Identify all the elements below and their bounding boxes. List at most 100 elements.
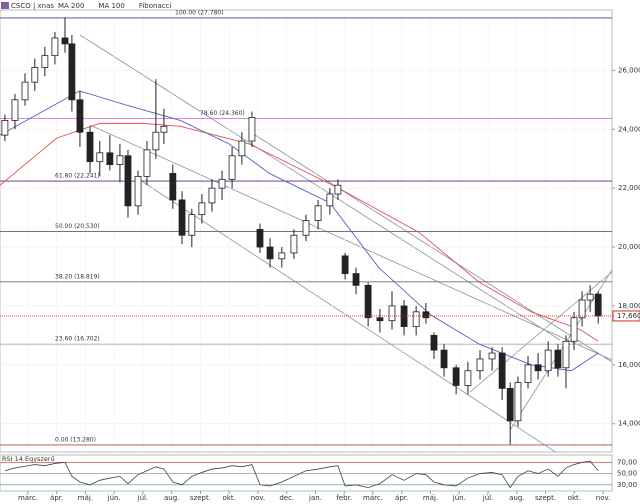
candle-body — [41, 55, 49, 68]
y-tick-label: 20,000 — [618, 243, 640, 251]
y-tick-label: 22,000 — [618, 184, 640, 192]
candle-body — [290, 234, 298, 254]
candle-body — [218, 178, 226, 189]
candle-body — [544, 349, 552, 372]
candle-body — [248, 117, 256, 142]
candle-body — [388, 305, 396, 322]
candle-body — [266, 246, 274, 260]
rsi-tick-label: 50,00 — [617, 470, 637, 478]
last-price-box — [612, 310, 640, 322]
candle-body — [198, 202, 206, 216]
ma-line — [0, 90, 599, 372]
candle-body — [594, 293, 602, 317]
candle-body — [160, 125, 168, 133]
candle-body — [534, 364, 542, 372]
last-price-label: 17,660 — [617, 312, 640, 320]
fib-label: 23.60 (16.702) — [55, 336, 100, 343]
candle-body — [514, 382, 522, 422]
x-tick-label: máj. — [78, 494, 93, 502]
candle-body — [152, 131, 160, 151]
candle-body — [51, 37, 59, 57]
candle-body — [578, 299, 586, 319]
candle-body — [586, 293, 594, 301]
rsi-line — [4, 460, 599, 489]
candle-body — [554, 349, 562, 369]
x-tick-label: júl. — [137, 494, 149, 502]
legend-item[interactable]: MA 100 — [98, 2, 124, 10]
candle-body — [422, 311, 430, 319]
rsi-layer — [0, 460, 612, 489]
fib-label: 100.00 (27.780) — [175, 9, 224, 16]
x-tick-label: dec. — [279, 494, 294, 502]
candle-body — [476, 358, 484, 372]
x-tick-label: febr. — [336, 494, 352, 502]
rsi-tick-label: 30,00 — [617, 481, 637, 489]
candle-body — [31, 67, 39, 83]
x-tick-label: okt. — [568, 494, 581, 502]
candle-body — [488, 352, 496, 360]
x-tick-label: márc. — [363, 494, 383, 502]
price-panel — [0, 9, 613, 453]
trend-line — [254, 134, 612, 363]
candle-body — [238, 140, 246, 157]
candle-body — [208, 187, 216, 204]
trend-line — [139, 179, 557, 452]
x-tick-label: ápr. — [395, 494, 408, 502]
candle-body — [278, 252, 286, 260]
x-tick-label: nov. — [251, 494, 266, 502]
candle-body — [364, 284, 372, 319]
candle-body — [134, 175, 142, 207]
symbol-label[interactable]: CSCO | xnas — [11, 2, 54, 10]
ma-line — [0, 122, 599, 342]
x-tick-label: máj. — [423, 494, 438, 502]
fib-label: 38.20 (18.819) — [55, 273, 100, 280]
candle-body — [412, 311, 420, 327]
candle-body — [11, 99, 19, 121]
candle-body — [86, 131, 94, 163]
candle-body — [352, 273, 360, 286]
candle-body — [498, 352, 506, 389]
candle-body — [21, 81, 29, 101]
candle-body — [430, 334, 438, 351]
candle-body — [106, 152, 114, 165]
x-tick-label: jún. — [107, 494, 121, 502]
candle-body — [570, 317, 578, 342]
candle-body — [562, 340, 570, 369]
legend-item[interactable]: MA 200 — [58, 2, 84, 10]
trend-line — [79, 34, 561, 341]
legend-item[interactable]: Fibonacci — [139, 2, 172, 10]
trend-lines — [79, 34, 612, 452]
candle-body — [61, 37, 69, 45]
symbol-icon — [1, 2, 9, 9]
x-tick-label: szept. — [190, 494, 211, 502]
candle-body — [124, 155, 132, 207]
candle-body — [76, 99, 84, 133]
trend-line — [89, 124, 612, 361]
fib-label: 78.60 (24.360) — [200, 110, 245, 117]
candle-body — [524, 364, 532, 383]
rsi-title: RSI 14 Egyszerű — [2, 454, 55, 463]
y-tick-label: 18,000 — [618, 302, 640, 310]
candle-body — [440, 349, 448, 369]
x-tick-label: márc. — [18, 494, 38, 502]
price-layer — [0, 10, 612, 452]
rsi-panel — [0, 454, 613, 492]
candle-body — [464, 370, 472, 386]
candle-body — [1, 120, 9, 136]
rsi-tick-label: 70,00 — [617, 458, 637, 466]
y-tick-label: 16,000 — [618, 361, 640, 369]
x-tick-label: nov. — [596, 494, 611, 502]
trend-line — [469, 271, 612, 393]
candle-body — [178, 199, 186, 236]
y-tick-label: 24,000 — [618, 125, 640, 133]
candle-body — [256, 228, 264, 248]
fib-label: 0.00 (13.280) — [55, 436, 96, 443]
candle-body — [314, 205, 322, 221]
y-tick-label: 26,000 — [618, 66, 640, 74]
candle-body — [326, 193, 334, 207]
fib-label: 61.80 (22.241) — [55, 173, 100, 180]
candle-body — [452, 367, 460, 386]
candle-body — [302, 220, 310, 236]
